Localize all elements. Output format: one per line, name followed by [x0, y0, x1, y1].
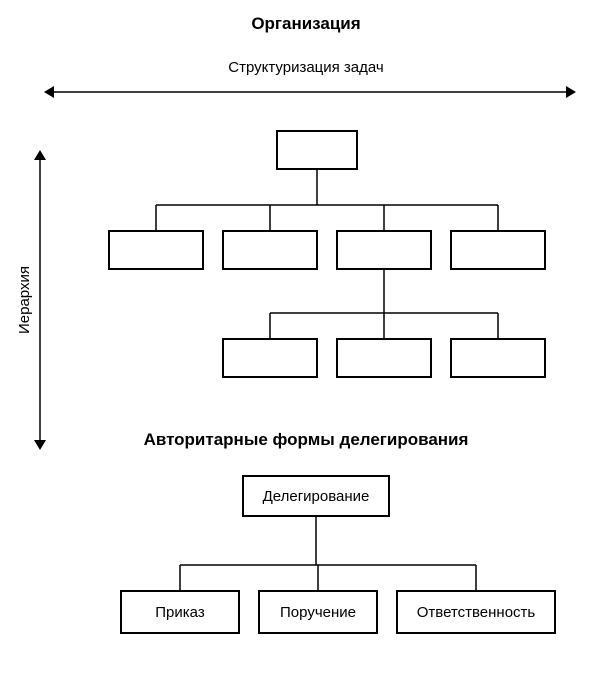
tree2-child-1: Поручение — [258, 590, 378, 634]
tree2-child-2: Ответственность — [396, 590, 556, 634]
tree1-lvl1-node-0 — [108, 230, 204, 270]
tree1-lvl1-node-3 — [450, 230, 546, 270]
horizontal-axis-label: Структуризация задач — [156, 59, 456, 76]
tree1-lvl2-node-0 — [222, 338, 318, 378]
vertical-axis-label: Иерархия — [16, 250, 33, 350]
section-subtitle: Авторитарные формы делегирования — [106, 430, 506, 450]
tree2-root: Делегирование — [242, 475, 390, 517]
tree1-lvl1-node-1 — [222, 230, 318, 270]
page-title: Организация — [156, 14, 456, 34]
tree2-child-0: Приказ — [120, 590, 240, 634]
tree1-lvl2-node-2 — [450, 338, 546, 378]
tree1-lvl1-node-2 — [336, 230, 432, 270]
tree1-lvl2-node-1 — [336, 338, 432, 378]
tree1-root — [276, 130, 358, 170]
